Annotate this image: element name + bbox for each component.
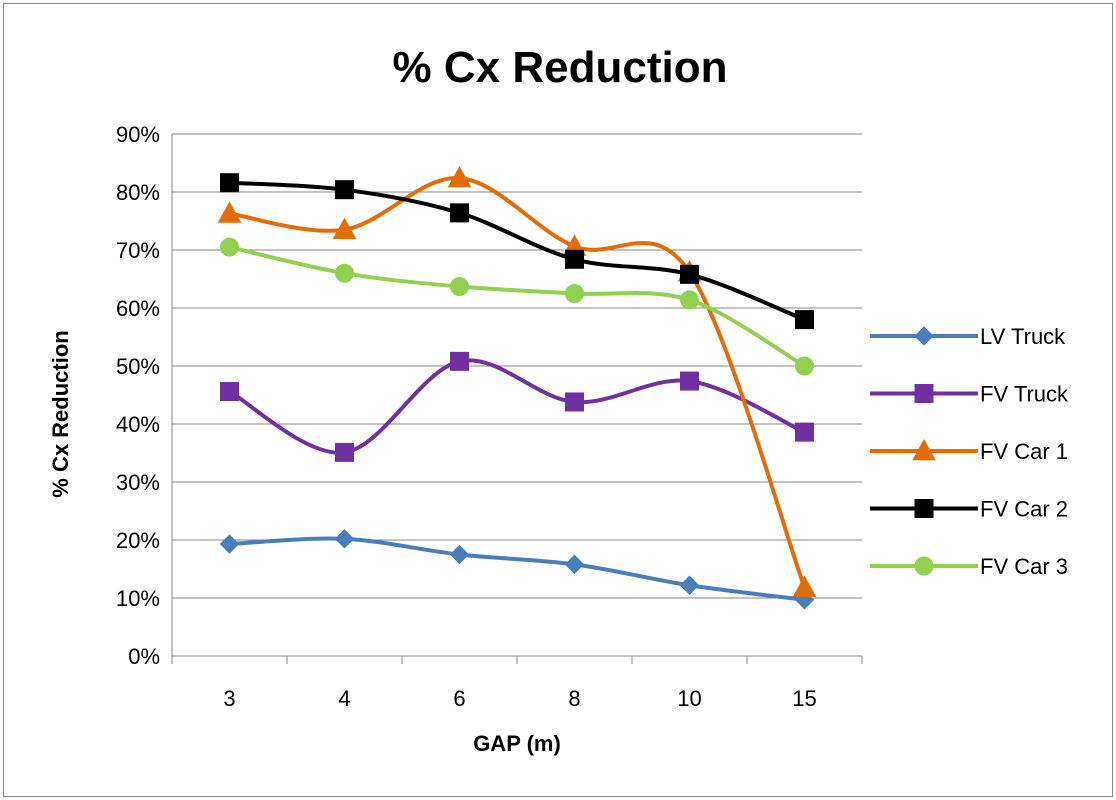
data-point — [217, 201, 242, 223]
data-point — [219, 534, 240, 554]
series-line — [227, 536, 807, 602]
x-tick-label: 6 — [453, 686, 465, 711]
data-point — [220, 173, 239, 193]
legend-label: FV Car 2 — [980, 497, 1068, 522]
data-point — [449, 544, 470, 565]
data-point — [332, 217, 357, 239]
y-tick-label: 30% — [116, 470, 160, 495]
data-point — [450, 351, 469, 371]
legend-label: FV Car 1 — [980, 439, 1068, 464]
series-line — [227, 176, 807, 590]
data-point — [450, 203, 469, 223]
legend-label: FV Car 3 — [980, 554, 1068, 579]
data-point — [564, 554, 585, 575]
data-point — [220, 237, 239, 257]
legend-marker — [914, 326, 934, 346]
data-point — [565, 284, 584, 303]
y-tick-label: 10% — [116, 586, 160, 611]
legend-marker — [914, 499, 934, 518]
data-point — [334, 529, 355, 549]
y-tick-label: 40% — [116, 412, 160, 437]
tick-labels: 0% 10% 20% 30% 40% 50% 60% 70% 80% 90% 3 4 6 8 10 15 — [116, 122, 817, 711]
series-fv-truck — [220, 351, 814, 462]
series-lines — [217, 166, 817, 610]
legend-label: LV Truck — [980, 324, 1066, 349]
legend: LV Truck FV Truck FV Car 1 FV Car 2 FV Car 3 — [870, 324, 1069, 579]
data-point — [335, 442, 354, 462]
x-axis-label: GAP (m) — [473, 731, 561, 756]
y-tick-label: 70% — [116, 238, 160, 263]
data-point — [795, 422, 814, 442]
data-point — [447, 166, 472, 188]
data-point — [795, 356, 814, 376]
data-point — [450, 277, 469, 297]
y-tick-label: 50% — [116, 354, 160, 379]
chart-title: % Cx Reduction — [393, 43, 728, 92]
y-tick-label: 20% — [116, 528, 160, 553]
y-tick-label: 60% — [116, 296, 160, 321]
legend-item: FV Truck — [870, 382, 1069, 407]
data-point — [680, 371, 699, 391]
data-point — [680, 264, 699, 284]
x-tick-label: 15 — [792, 686, 816, 711]
legend-marker — [914, 384, 934, 403]
data-point — [220, 382, 239, 402]
series-line — [227, 358, 807, 455]
series-lv-truck — [219, 529, 815, 610]
x-tick-label: 3 — [223, 686, 235, 711]
legend-marker — [912, 438, 936, 461]
legend-label: FV Truck — [980, 382, 1069, 407]
series-line — [227, 245, 807, 368]
x-tick-label: 10 — [677, 686, 701, 711]
series-fv-car-3 — [220, 237, 814, 376]
legend-item: FV Car 1 — [870, 438, 1068, 464]
data-point — [680, 290, 699, 310]
y-tick-label: 0% — [128, 644, 160, 669]
axes — [171, 134, 863, 664]
data-point — [792, 575, 817, 597]
legend-item: FV Car 3 — [870, 554, 1068, 579]
data-point — [335, 263, 354, 283]
series-fv-car-1 — [217, 166, 817, 597]
y-tick-label: 80% — [116, 180, 160, 205]
data-point — [565, 392, 584, 412]
legend-marker — [914, 556, 934, 576]
y-axis-label: % Cx Reduction — [48, 330, 73, 497]
legend-item: FV Car 2 — [870, 497, 1068, 522]
series-fv-car-2 — [220, 173, 814, 330]
series-line — [227, 180, 807, 322]
data-point — [565, 249, 584, 269]
legend-item: LV Truck — [870, 324, 1066, 349]
data-point — [679, 575, 700, 595]
y-tick-label: 90% — [116, 122, 160, 147]
data-point — [335, 180, 354, 200]
gridlines — [172, 133, 862, 599]
x-tick-label: 4 — [338, 686, 350, 711]
data-point — [795, 310, 814, 330]
x-tick-label: 8 — [568, 686, 580, 711]
